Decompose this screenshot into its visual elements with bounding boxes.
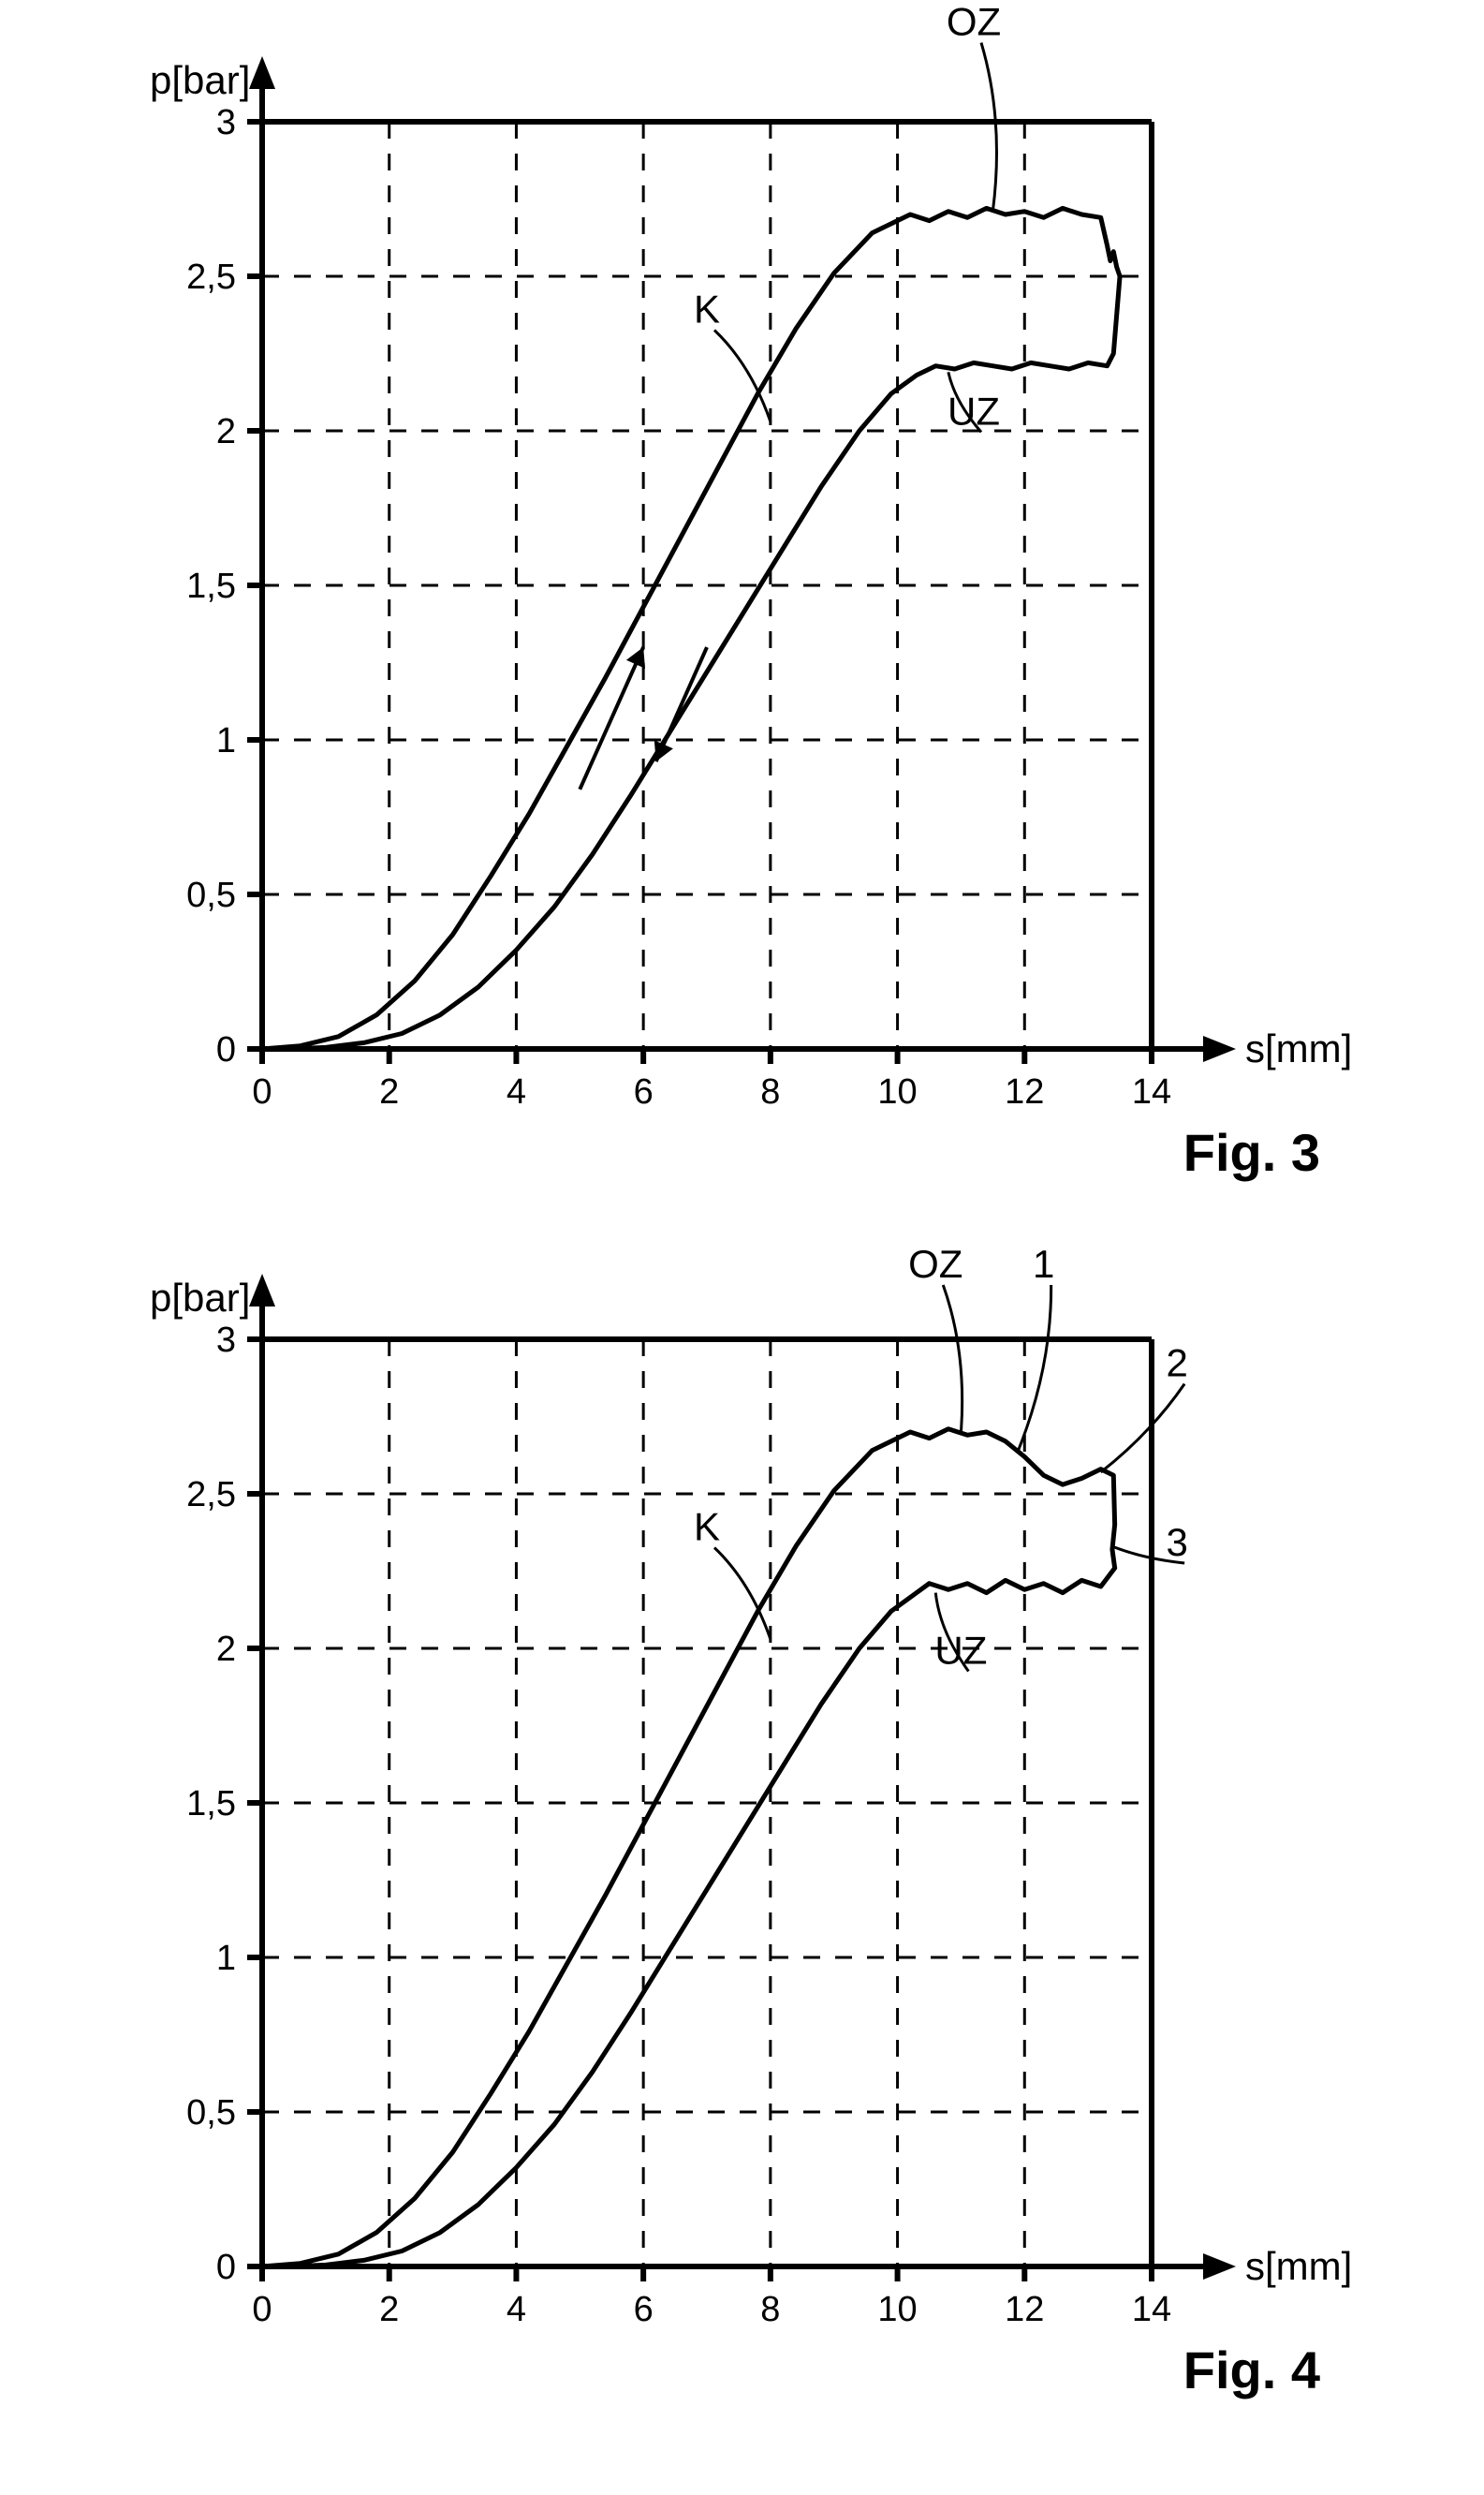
x-tick-label: 4 [507, 2290, 526, 2329]
figure-label: Fig. 3 [1183, 1123, 1320, 1182]
x-tick-label: 12 [1005, 2290, 1044, 2329]
x-tick-label: 8 [760, 1072, 780, 1112]
page-svg: 0246810121400,511,522,53p[bar]s[mm]OZKUZ… [0, 0, 1484, 2495]
annotation-OZ: OZ [947, 0, 1001, 44]
annotation-leader [714, 1548, 771, 1640]
x-axis-arrow-icon [1203, 2253, 1236, 2280]
figure-label: Fig. 4 [1183, 2340, 1320, 2399]
direction-arrow-icon [656, 647, 707, 761]
y-tick-label: 1 [216, 721, 236, 760]
x-tick-label: 0 [252, 2290, 272, 2329]
x-tick-label: 12 [1005, 1072, 1044, 1112]
annotation-K: K [694, 1505, 720, 1549]
y-tick-label: 0,5 [186, 876, 236, 915]
x-tick-label: 6 [634, 1072, 654, 1112]
upper-curve [262, 208, 1120, 1049]
annotation-n2: 2 [1166, 1341, 1187, 1385]
y-tick-label: 0 [216, 1030, 236, 1070]
x-tick-label: 10 [877, 2290, 917, 2329]
annotation-K: K [694, 288, 720, 332]
annotation-UZ: UZ [934, 1629, 987, 1673]
y-tick-label: 1 [216, 1939, 236, 1978]
y-tick-label: 2 [216, 412, 236, 451]
y-tick-label: 1,5 [186, 567, 236, 606]
y-tick-label: 2 [216, 1630, 236, 1669]
annotation-leader [714, 331, 771, 422]
chart: 0246810121400,511,522,53p[bar]s[mm]OZKUZ… [150, 1242, 1352, 2399]
x-tick-label: 2 [379, 2290, 399, 2329]
y-axis-arrow-icon [249, 56, 275, 89]
y-axis-label: p[bar] [150, 1276, 250, 1320]
x-tick-label: 2 [379, 1072, 399, 1112]
y-tick-label: 2,5 [186, 258, 236, 297]
annotation-leader [1019, 1285, 1051, 1451]
x-tick-label: 0 [252, 1072, 272, 1112]
y-tick-label: 1,5 [186, 1784, 236, 1823]
annotation-UZ: UZ [948, 389, 1000, 433]
x-tick-label: 14 [1132, 2290, 1171, 2329]
x-tick-label: 10 [877, 1072, 917, 1112]
annotation-leader [1101, 1384, 1184, 1472]
x-axis-arrow-icon [1203, 1036, 1236, 1062]
y-tick-label: 2,5 [186, 1475, 236, 1514]
annotation-OZ: OZ [908, 1242, 962, 1286]
annotation-leader [981, 43, 996, 212]
x-tick-label: 14 [1132, 1072, 1171, 1112]
x-axis-label: s[mm] [1245, 2244, 1352, 2288]
y-axis-label: p[bar] [150, 58, 250, 102]
chart: 0 2 4 6 8 10 12 14 0 0,5 1 1,5 2 2,5 3p[bar] s[mm] OZ K UZ… [150, 0, 1352, 1182]
annotation-n3: 3 [1166, 1520, 1187, 1564]
x-tick-label: 4 [507, 1072, 526, 1112]
x-tick-label: 6 [634, 2290, 654, 2329]
x-tick-label: 8 [760, 2290, 780, 2329]
y-tick-label: 0 [216, 2248, 236, 2287]
annotation-leader [943, 1285, 962, 1432]
y-tick-label: 0,5 [186, 2093, 236, 2133]
y-axis-arrow-icon [249, 1274, 275, 1307]
x-axis-label: s[mm] [1245, 1026, 1352, 1070]
annotation-n1: 1 [1033, 1242, 1054, 1286]
y-tick-label: 3 [216, 103, 236, 142]
y-tick-label: 3 [216, 1321, 236, 1360]
